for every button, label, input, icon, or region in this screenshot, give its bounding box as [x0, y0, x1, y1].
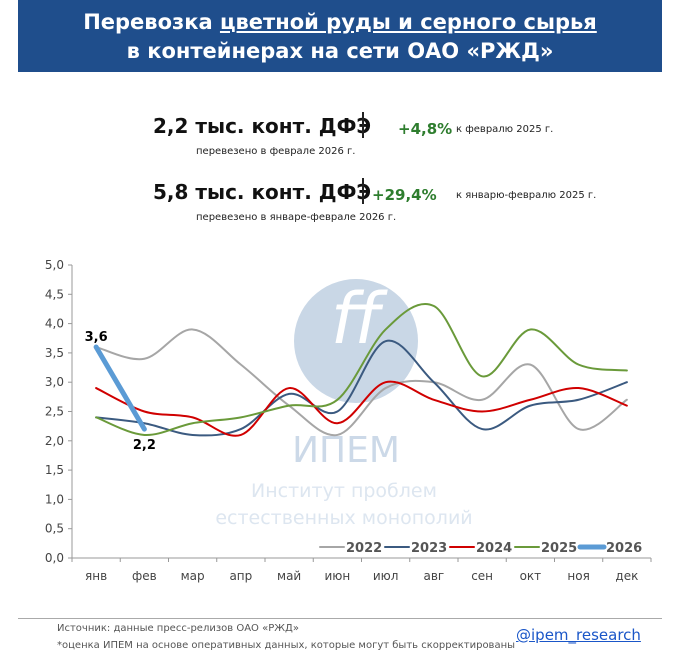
data-label: 3,6	[85, 330, 108, 345]
series-line-2022	[95, 328, 628, 437]
x-tick-label: авг	[424, 569, 445, 583]
watermark-line2: естественных монополий	[215, 507, 472, 529]
page-title: Перевозка цветной руды и серного сырья в…	[18, 0, 662, 72]
x-tick-label: сен	[471, 569, 493, 583]
watermark-logo-icon	[294, 279, 418, 403]
footer-divider	[18, 618, 662, 619]
legend-label-2025: 2025	[541, 541, 577, 556]
y-tick-label: 0,0	[45, 551, 64, 565]
stat-month-change: +4,8%	[398, 120, 453, 138]
title-highlight: цветной руды и серного сырья	[219, 10, 597, 34]
line-chart: ff ИПЕМ Институт проблем естественных мо…	[45, 258, 652, 583]
ipem-research-link[interactable]: @ipem_research	[516, 626, 641, 644]
estimate-note: *оценка ИПЕМ на основе оперативных данны…	[57, 640, 516, 651]
stat-ytd-value: 5,8 тыс. конт. ДФЭ	[153, 180, 372, 204]
y-tick-label: 5,0	[45, 258, 64, 272]
y-tick-label: 4,0	[45, 317, 64, 331]
y-tick-label: 1,0	[45, 492, 64, 506]
x-tick-label: дек	[615, 569, 638, 583]
y-tick-label: 2,5	[45, 405, 64, 419]
y-tick-label: 0,5	[45, 522, 64, 536]
stat-month-note: к февралю 2025 г.	[456, 124, 554, 135]
x-tick-label: ноя	[567, 569, 589, 583]
y-tick-label: 1,5	[45, 463, 64, 477]
series-line-2025	[95, 303, 628, 436]
title-line2: в контейнерах на сети ОАО «РЖД»	[126, 39, 554, 63]
stat-ytd-caption: перевезено в январе-феврале 2026 г.	[196, 212, 397, 223]
stat-ytd-change: +29,4%	[372, 186, 437, 204]
divider	[362, 112, 364, 138]
y-tick-label: 3,5	[45, 346, 64, 360]
watermark-name: ИПЕМ	[292, 430, 400, 471]
title-line1: Перевозка	[83, 10, 220, 34]
stat-ytd-note: к январю-февралю 2025 г.	[456, 190, 597, 201]
stat-month-value: 2,2 тыс. конт. ДФЭ	[153, 114, 372, 138]
legend-label-2026: 2026	[606, 541, 642, 556]
y-tick-label: 3,0	[45, 375, 64, 389]
series-line-2023	[95, 339, 628, 437]
series-line-2026	[93, 344, 147, 432]
series-line-2024	[95, 380, 628, 437]
watermark: ff ИПЕМ Институт проблем естественных мо…	[215, 278, 472, 529]
divider	[362, 178, 364, 204]
x-tick-label: окт	[520, 569, 542, 583]
x-tick-label: мар	[181, 569, 205, 583]
legend-label-2022: 2022	[346, 541, 382, 556]
x-tick-label: июл	[373, 569, 399, 583]
x-tick-label: июн	[325, 569, 351, 583]
data-label: 2,2	[133, 438, 156, 453]
x-tick-label: май	[277, 569, 301, 583]
source-note: Источник: данные пресс-релизов ОАО «РЖД»	[57, 623, 299, 634]
stat-month-caption: перевезено в феврале 2026 г.	[196, 146, 356, 157]
x-tick-label: апр	[229, 569, 252, 583]
y-tick-label: 2,0	[45, 434, 64, 448]
x-tick-label: фев	[132, 569, 157, 583]
y-tick-label: 4,5	[45, 287, 64, 301]
legend-label-2024: 2024	[476, 541, 512, 556]
watermark-logo-glyph: ff	[331, 278, 389, 360]
x-tick-label: янв	[85, 569, 107, 583]
legend-label-2023: 2023	[411, 541, 447, 556]
watermark-line1: Институт проблем	[251, 480, 437, 502]
